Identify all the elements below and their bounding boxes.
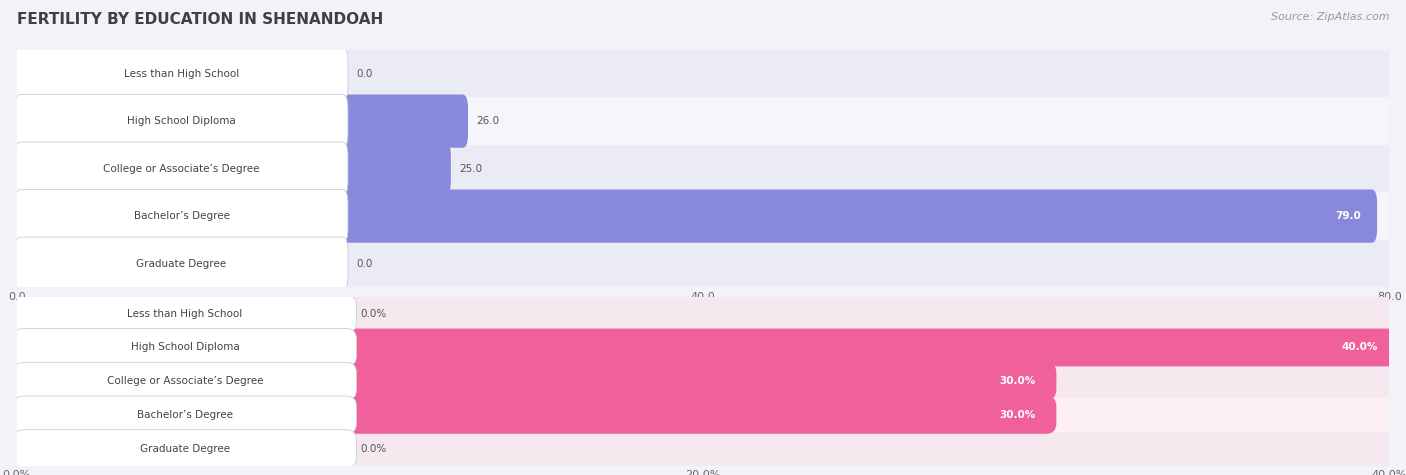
Bar [17,192,1389,240]
Text: High School Diploma: High School Diploma [127,116,236,126]
FancyBboxPatch shape [14,396,357,434]
Text: Source: ZipAtlas.com: Source: ZipAtlas.com [1271,12,1389,22]
Text: Graduate Degree: Graduate Degree [136,258,226,269]
FancyBboxPatch shape [11,142,451,195]
Bar [17,50,1389,97]
FancyBboxPatch shape [14,430,357,467]
Bar [17,97,1389,145]
Text: High School Diploma: High School Diploma [131,342,239,352]
Text: Graduate Degree: Graduate Degree [141,444,231,454]
Text: 26.0: 26.0 [477,116,499,126]
FancyBboxPatch shape [15,237,347,290]
FancyBboxPatch shape [15,190,347,243]
Text: 25.0: 25.0 [460,163,482,174]
FancyBboxPatch shape [14,295,357,332]
FancyBboxPatch shape [15,142,347,195]
Text: 30.0%: 30.0% [998,410,1035,420]
FancyBboxPatch shape [11,190,1376,243]
Text: 0.0%: 0.0% [360,309,387,319]
Text: 0.0: 0.0 [357,258,373,269]
Text: 0.0%: 0.0% [360,444,387,454]
Text: Bachelor’s Degree: Bachelor’s Degree [136,410,233,420]
Bar [17,432,1389,466]
Bar [17,297,1389,331]
Bar [17,331,1389,364]
FancyBboxPatch shape [7,362,1056,400]
Text: Less than High School: Less than High School [124,68,239,79]
Bar [17,240,1389,287]
Text: 0.0: 0.0 [357,68,373,79]
FancyBboxPatch shape [15,95,347,148]
Text: FERTILITY BY EDUCATION IN SHENANDOAH: FERTILITY BY EDUCATION IN SHENANDOAH [17,12,382,27]
Bar [17,398,1389,432]
FancyBboxPatch shape [11,95,468,148]
Text: 79.0: 79.0 [1336,211,1361,221]
FancyBboxPatch shape [7,396,1056,434]
Bar [17,364,1389,398]
Text: Less than High School: Less than High School [128,309,243,319]
Text: Bachelor’s Degree: Bachelor’s Degree [134,211,229,221]
FancyBboxPatch shape [14,362,357,400]
Bar [17,145,1389,192]
FancyBboxPatch shape [15,47,347,100]
FancyBboxPatch shape [7,329,1399,366]
Text: College or Associate’s Degree: College or Associate’s Degree [107,376,263,386]
Text: College or Associate’s Degree: College or Associate’s Degree [103,163,260,174]
FancyBboxPatch shape [14,329,357,366]
Text: 30.0%: 30.0% [998,376,1035,386]
Text: 40.0%: 40.0% [1341,342,1378,352]
